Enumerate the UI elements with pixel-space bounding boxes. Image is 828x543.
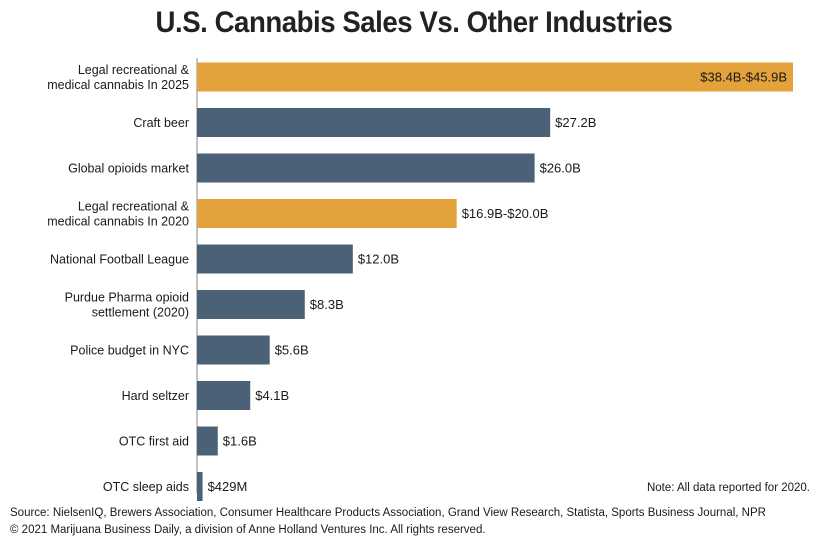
category-label-0-line-1: medical cannabis In 2025 <box>47 78 189 92</box>
bar-0 <box>197 62 793 92</box>
value-label-3: $16.9B-$20.0B <box>462 206 549 221</box>
category-label-1: Craft beer <box>133 116 189 130</box>
source-text: Source: NielsenIQ, Brewers Association, … <box>10 507 766 519</box>
footer: Source: NielsenIQ, Brewers Association, … <box>10 505 766 539</box>
value-labels-group: $38.4B-$45.9B $27.2B $26.0B $16.9B-$20.0B $1… <box>208 70 787 495</box>
value-label-0: $38.4B-$45.9B <box>700 70 787 85</box>
category-label-5-line-1: settlement (2020) <box>92 306 189 320</box>
bars-group <box>197 62 793 501</box>
bar-4 <box>197 244 353 274</box>
bar-2 <box>197 153 535 183</box>
category-label-3-line-0: Legal recreational & <box>78 200 190 214</box>
bar-7 <box>197 381 251 410</box>
category-labels-group: Legal recreational &medical cannabis In … <box>47 63 189 494</box>
bar-6 <box>197 335 270 365</box>
bar-5 <box>197 290 305 319</box>
category-label-9: OTC sleep aids <box>103 480 189 494</box>
value-label-2: $26.0B <box>540 161 581 176</box>
bar-3 <box>197 199 457 228</box>
value-label-4: $12.0B <box>358 252 399 267</box>
value-label-1: $27.2B <box>555 115 596 130</box>
value-label-6: $5.6B <box>275 343 309 358</box>
category-label-6: Police budget in NYC <box>70 344 189 358</box>
value-label-5: $8.3B <box>310 297 344 312</box>
category-label-4: National Football League <box>50 253 189 267</box>
value-label-8: $1.6B <box>223 434 257 449</box>
category-label-2: Global opioids market <box>68 162 189 176</box>
category-label-0-line-0: Legal recreational & <box>78 63 190 77</box>
copyright-text: © 2021 Marijuana Business Daily, a divis… <box>10 524 486 536</box>
category-label-3-line-1: medical cannabis In 2020 <box>47 215 189 229</box>
bar-8 <box>197 426 218 456</box>
chart-note: Note: All data reported for 2020. <box>646 482 810 494</box>
bar-1 <box>197 108 551 137</box>
value-label-7: $4.1B <box>255 388 289 403</box>
chart-title: U.S. Cannabis Sales Vs. Other Industries <box>155 6 673 39</box>
value-label-9: $429M <box>208 479 248 494</box>
category-label-7: Hard seltzer <box>122 389 189 403</box>
category-label-5-line-0: Purdue Pharma opioid <box>65 291 189 305</box>
category-label-8: OTC first aid <box>119 435 189 449</box>
bar-9 <box>197 472 203 501</box>
